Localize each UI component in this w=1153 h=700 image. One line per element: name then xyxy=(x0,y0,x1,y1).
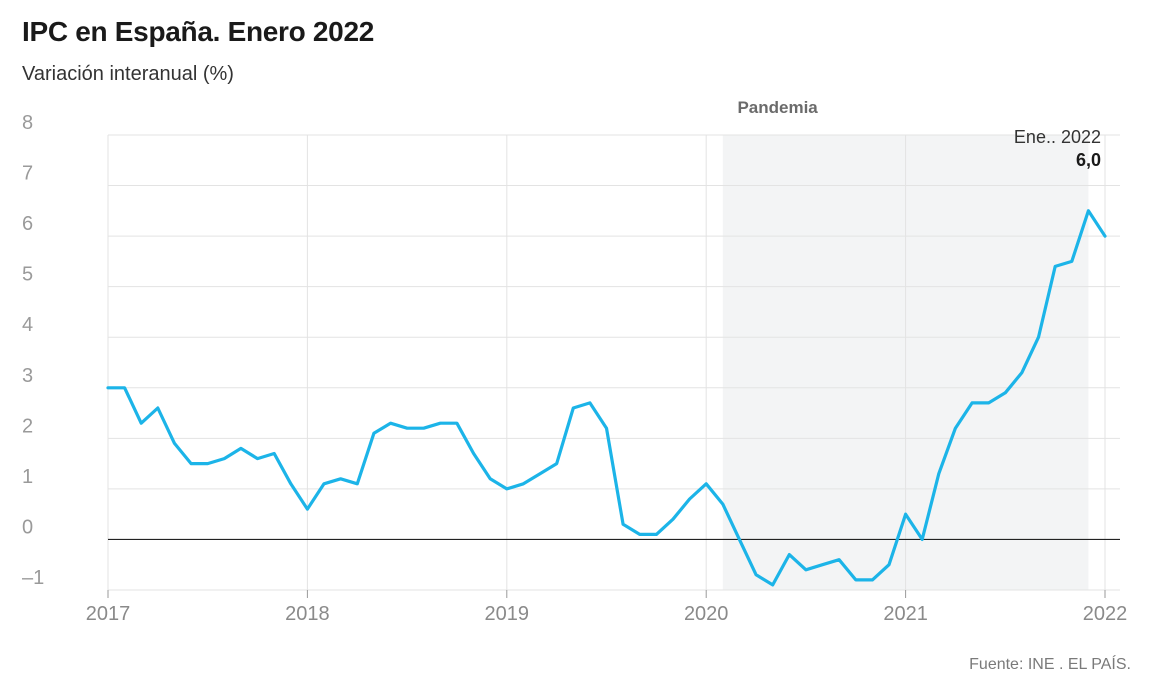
data-point xyxy=(256,457,259,460)
data-point xyxy=(322,482,326,486)
data-point xyxy=(173,442,176,445)
data-point xyxy=(804,568,808,571)
data-point xyxy=(223,457,226,460)
data-point xyxy=(671,518,675,521)
data-point xyxy=(871,578,874,582)
data-point xyxy=(455,421,459,425)
y-tick-label: 1 xyxy=(22,466,33,488)
data-point xyxy=(555,462,558,465)
data-point xyxy=(588,401,592,405)
data-point xyxy=(156,406,160,410)
data-point xyxy=(837,558,841,561)
data-point xyxy=(954,427,957,430)
data-point xyxy=(738,538,741,541)
chart-subtitle: Variación interanual (%) xyxy=(22,63,234,85)
data-point xyxy=(339,477,342,480)
data-point xyxy=(1103,234,1107,238)
data-point xyxy=(754,573,758,577)
data-point xyxy=(472,452,475,455)
data-point xyxy=(522,482,525,486)
x-tick-label: 2020 xyxy=(684,603,729,625)
data-point xyxy=(1070,260,1073,263)
data-point xyxy=(987,401,990,405)
data-point xyxy=(189,462,193,465)
data-point xyxy=(771,583,774,587)
source-note: Fuente: INE . EL PAÍS. xyxy=(969,656,1131,673)
y-tick-label: 6 xyxy=(22,213,33,235)
data-point xyxy=(389,421,392,425)
data-point xyxy=(306,507,309,511)
data-point xyxy=(505,487,508,491)
data-point xyxy=(821,563,824,566)
y-tick-label: 4 xyxy=(22,314,33,336)
data-point xyxy=(655,533,658,536)
data-point xyxy=(705,482,708,486)
x-tick-label: 2019 xyxy=(485,603,530,625)
x-tick-label: 2021 xyxy=(883,603,928,625)
chart-title: IPC en España. Enero 2022 xyxy=(22,16,374,47)
data-point xyxy=(1053,265,1057,268)
pandemic-band-label: Pandemia xyxy=(737,98,818,117)
x-tick-label: 2018 xyxy=(285,603,330,625)
data-point xyxy=(140,421,143,425)
data-point xyxy=(1037,336,1040,339)
data-point xyxy=(239,447,243,450)
data-point xyxy=(405,427,409,430)
last-value-label: 6,0 xyxy=(1076,150,1101,170)
data-point xyxy=(272,452,276,455)
x-tick-label: 2017 xyxy=(86,603,131,625)
data-point xyxy=(1004,391,1007,395)
y-tick-label: 5 xyxy=(22,264,33,286)
data-point xyxy=(621,523,625,526)
data-point xyxy=(854,578,857,582)
data-point xyxy=(638,533,641,536)
y-tick-label: 2 xyxy=(22,415,33,437)
data-point xyxy=(372,432,376,435)
y-tick-label: –1 xyxy=(22,567,44,589)
data-point xyxy=(1087,209,1090,213)
data-point xyxy=(356,482,359,486)
data-point xyxy=(937,472,941,475)
data-point xyxy=(289,482,292,486)
data-point xyxy=(488,477,492,480)
x-tick-label: 2022 xyxy=(1083,603,1128,625)
data-point xyxy=(1020,371,1024,374)
last-value-date-label: Ene.. 2022 xyxy=(1014,127,1101,147)
data-point xyxy=(921,538,924,541)
data-point xyxy=(970,401,974,405)
data-point xyxy=(439,421,442,425)
data-point xyxy=(422,427,425,430)
data-point xyxy=(887,563,891,566)
data-point xyxy=(605,427,608,430)
y-tick-label: 0 xyxy=(22,516,33,538)
y-tick-label: 7 xyxy=(22,163,33,185)
data-point xyxy=(538,472,542,475)
data-point xyxy=(788,553,791,556)
data-point xyxy=(206,462,209,465)
data-point xyxy=(106,386,110,389)
data-point xyxy=(904,512,907,516)
data-point xyxy=(688,497,691,501)
data-point xyxy=(123,386,126,389)
data-point xyxy=(721,502,725,506)
y-tick-label: 3 xyxy=(22,365,33,387)
data-point xyxy=(572,406,575,410)
y-tick-label: 8 xyxy=(22,112,33,134)
